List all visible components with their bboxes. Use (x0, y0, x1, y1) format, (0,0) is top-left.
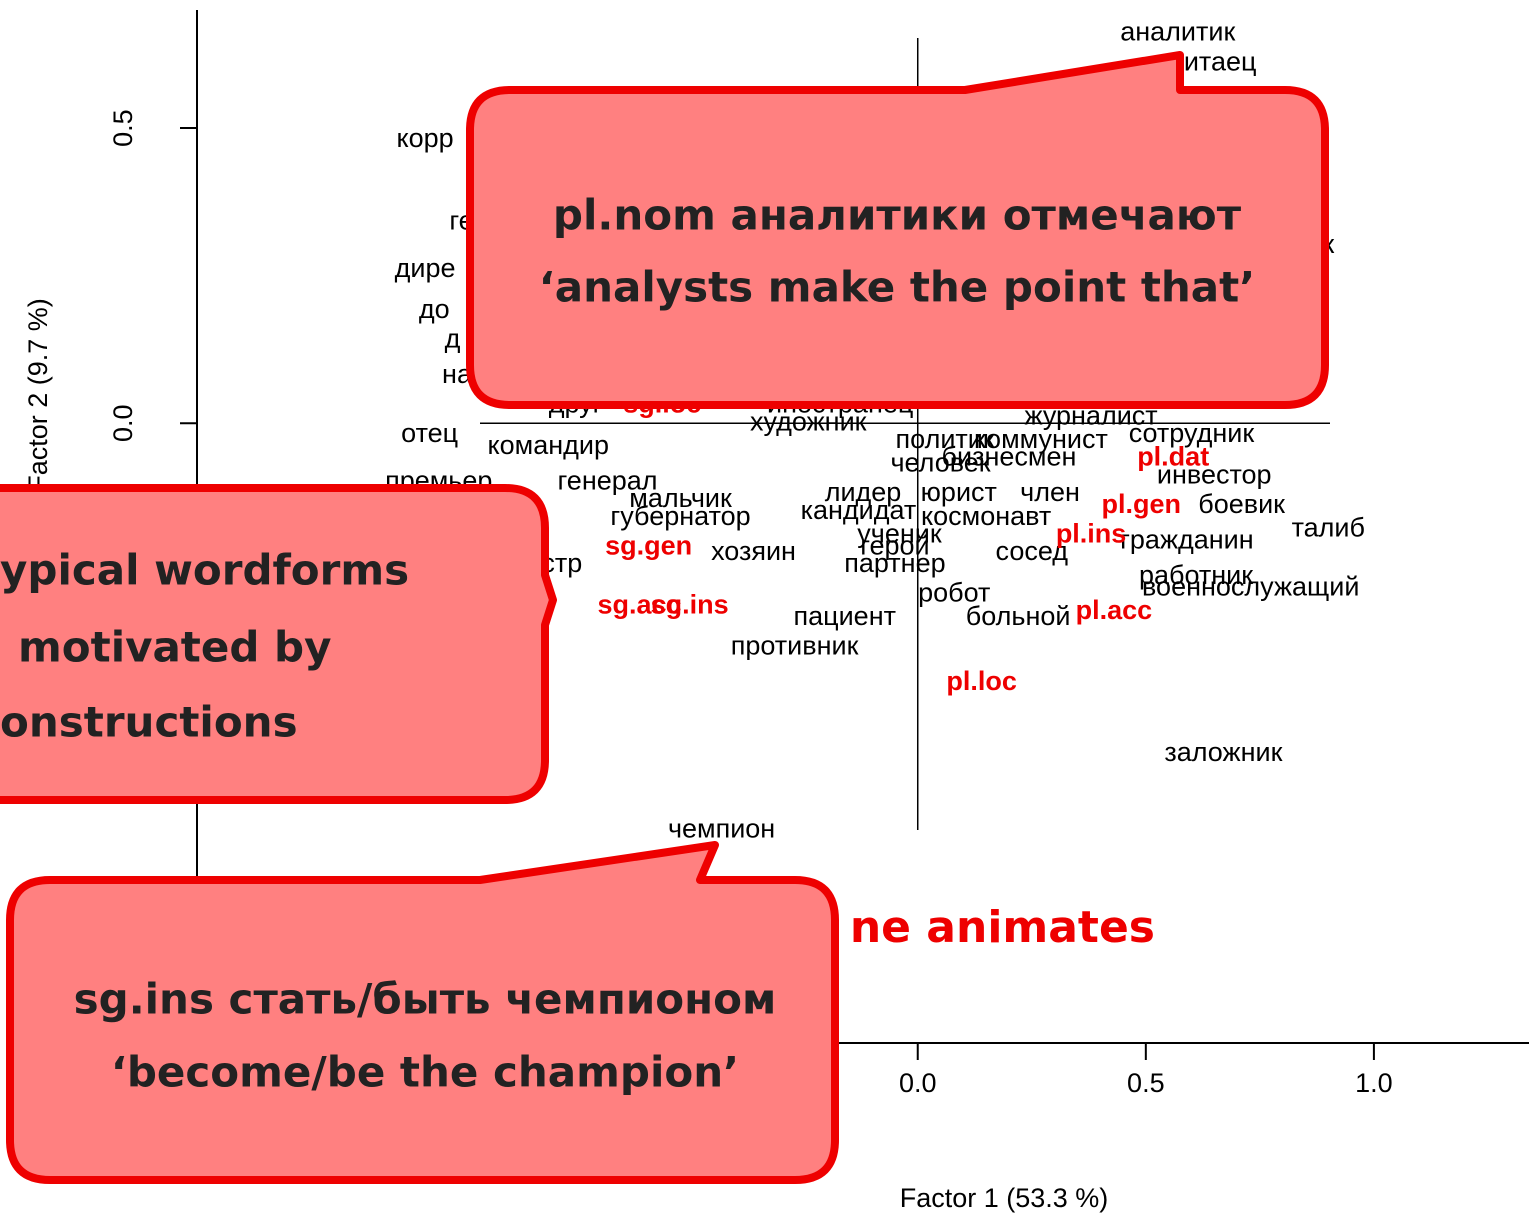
point-label: работник (1139, 560, 1253, 590)
point-label: генерал (558, 465, 658, 495)
point-label: сотрудник (1129, 418, 1255, 448)
x-tick-label: 0.5 (1127, 1068, 1165, 1098)
point-label: sg.acc (597, 589, 681, 619)
point-label: китаец (1172, 46, 1256, 76)
point-label: хозяин (711, 536, 796, 566)
point-label: член (1020, 477, 1080, 507)
point-label: больной (966, 601, 1071, 631)
point-label: командир (488, 430, 609, 460)
callout (466, 51, 1329, 409)
point-label: корр (396, 123, 453, 153)
point-label: мальчик (629, 483, 732, 513)
point-label: противник (731, 631, 859, 661)
annotation: ne animates (850, 902, 1155, 953)
callout-text: motivated by (18, 623, 332, 672)
point-label: отец (401, 418, 458, 448)
point-label: sg.gen (605, 530, 692, 560)
point-label: юрист (921, 477, 997, 507)
point-label: политик (896, 424, 995, 454)
point-label: чемпион (668, 814, 775, 844)
point-label: бизнесмен (942, 442, 1077, 472)
point-label: космонавт (921, 501, 1051, 531)
point-label: заложник (1164, 737, 1282, 767)
x-tick-label: 1.0 (1355, 1068, 1393, 1098)
point-label: pl.gen (1102, 489, 1182, 519)
point-label: кандидат (801, 495, 917, 525)
point-label: губернатор (610, 501, 750, 531)
point-label: д (445, 324, 461, 354)
point-label: до (419, 294, 450, 324)
callout-text: ypical wordforms (0, 546, 409, 595)
point-label: аналитик (1120, 17, 1235, 47)
point-label: коммунист (974, 424, 1108, 454)
callout (6, 841, 839, 1184)
callout-text: onstructions (0, 698, 298, 747)
point-label: художник (750, 406, 867, 436)
x-tick-label: 0.0 (899, 1068, 937, 1098)
point-label: инвестор (1157, 459, 1272, 489)
y-tick-label: 0.0 (108, 404, 138, 442)
point-label: лидер (825, 477, 902, 507)
callout-text: ‘analysts make the point that’ (539, 263, 1255, 312)
point-label: партнер (844, 548, 945, 578)
point-label: человек (890, 448, 990, 478)
point-label: pl.loc (946, 666, 1017, 696)
y-tick-label: 0.5 (108, 109, 138, 147)
point-label: гражданин (1120, 524, 1254, 554)
point-label: pl.ins (1056, 518, 1127, 548)
x-axis-label: Factor 1 (53.3 %) (900, 1183, 1109, 1213)
callout-text: ‘become/be the champion’ (111, 1048, 739, 1097)
point-label: pl.acc (1076, 595, 1153, 625)
point-label: pl.dat (1137, 442, 1209, 472)
point-label: дире (395, 253, 456, 283)
callout-text: sg.ins стать/быть чемпионом (74, 975, 777, 1024)
point-label: робот (918, 578, 990, 608)
point-label: талиб (1292, 513, 1365, 543)
point-label: герой (860, 530, 929, 560)
point-label: ученик (857, 518, 942, 548)
point-label: сосед (996, 536, 1069, 566)
point-label: sg.ins (651, 589, 729, 619)
point-label: боевик (1198, 489, 1285, 519)
callout-text: pl.nom аналитики отмечают (553, 191, 1242, 240)
point-label: военнослужащий (1142, 572, 1359, 602)
callout (0, 484, 557, 804)
y-axis-label: Factor 2 (9.7 %) (23, 298, 53, 492)
point-label: пациент (794, 601, 896, 631)
